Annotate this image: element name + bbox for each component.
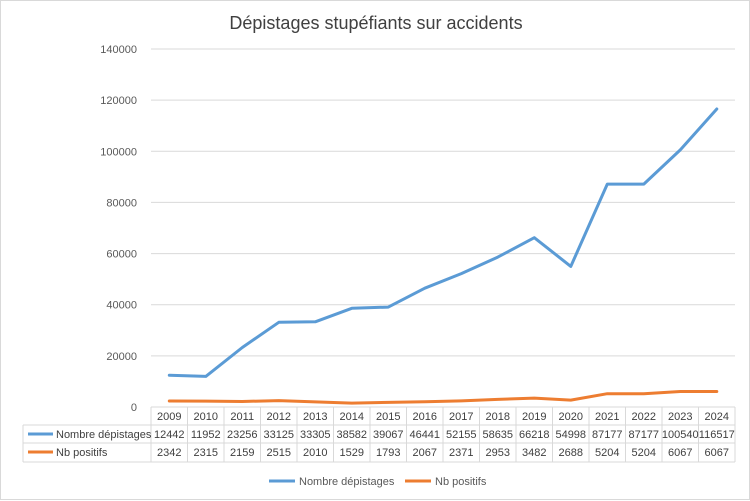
grid-layer [151,48,735,408]
y-tick-label: 120000 [100,95,137,107]
y-tick-label: 80000 [106,197,137,209]
x-category-label: 2016 [413,411,437,423]
table-cell-value: 3482 [522,447,546,459]
table-cell-value: 33125 [263,429,294,441]
table-cell-value: 2953 [486,447,510,459]
y-tick-label: 0 [131,402,137,414]
chart-title: Dépistages stupéfiants sur accidents [229,13,522,33]
table-series-name: Nombre dépistages [56,429,152,441]
legend: Nombre dépistages Nb positifs [269,476,487,488]
y-tick-label: 20000 [106,351,137,363]
x-category-label: 2011 [230,411,254,423]
table-cell-value: 6067 [668,447,692,459]
table-cell-value: 5204 [632,447,656,459]
table-cell-value: 2342 [157,447,181,459]
table-cell-value: 2315 [194,447,218,459]
x-category-label: 2021 [595,411,619,423]
table-cell-value: 2371 [449,447,473,459]
table-cell-value: 58635 [482,429,513,441]
x-category-label: 2024 [705,411,729,423]
table-cell-value: 116517 [699,429,735,441]
table-cell-value: 100540 [662,429,699,441]
table-cell-value: 2159 [230,447,254,459]
x-category-label: 2012 [267,411,291,423]
table-cell-value: 1793 [376,447,400,459]
table-cell-value: 1529 [340,447,364,459]
table-cell-value: 2010 [303,447,327,459]
legend-label-2: Nb positifs [435,476,487,488]
x-category-label: 2023 [668,411,692,423]
table-cell-value: 38582 [336,429,367,441]
x-category-label: 2013 [303,411,327,423]
x-category-label: 2009 [157,411,181,423]
table-cell-value: 87177 [628,429,659,441]
legend-label-1: Nombre dépistages [299,476,395,488]
table-cell-value: 6067 [705,447,729,459]
table-cell-value: 87177 [592,429,623,441]
table-cell-value: 33305 [300,429,331,441]
table-cell-value: 2688 [559,447,583,459]
table-cell-value: 2515 [267,447,291,459]
series-line-2 [167,390,719,405]
data-table: 2009 2010 2011 2012 2013 2014 2015 2016 2017 2018… [22,406,736,463]
series-layer [167,107,719,405]
table-cell-value: 12442 [154,429,185,441]
x-category-label: 2022 [632,411,656,423]
y-tick-label: 40000 [106,300,137,312]
x-category-label: 2018 [486,411,510,423]
table-cell-value: 52155 [446,429,477,441]
table-cell-value: 39067 [373,429,404,441]
y-tick-label: 100000 [100,146,137,158]
table-cell-value: 23256 [227,429,258,441]
table-cell-value: 46441 [409,429,440,441]
y-tick-label: 60000 [106,249,137,261]
series-line-1 [167,107,719,378]
y-tick-label: 140000 [100,44,137,56]
x-category-label: 2017 [449,411,473,423]
table-cell-value: 5204 [595,447,619,459]
table-series-name: Nb positifs [56,447,108,459]
table-cell-value: 2067 [413,447,437,459]
x-category-label: 2019 [522,411,546,423]
table-cell-value: 66218 [519,429,550,441]
table-cell-value: 54998 [555,429,586,441]
y-axis-ticks: 0 20000 40000 60000 80000 100000 120000 140000 [100,44,137,414]
x-category-label: 2015 [376,411,400,423]
x-category-label: 2014 [340,411,364,423]
x-category-label: 2020 [559,411,583,423]
table-cell-value: 11952 [191,429,221,441]
x-category-label: 2010 [194,411,218,423]
